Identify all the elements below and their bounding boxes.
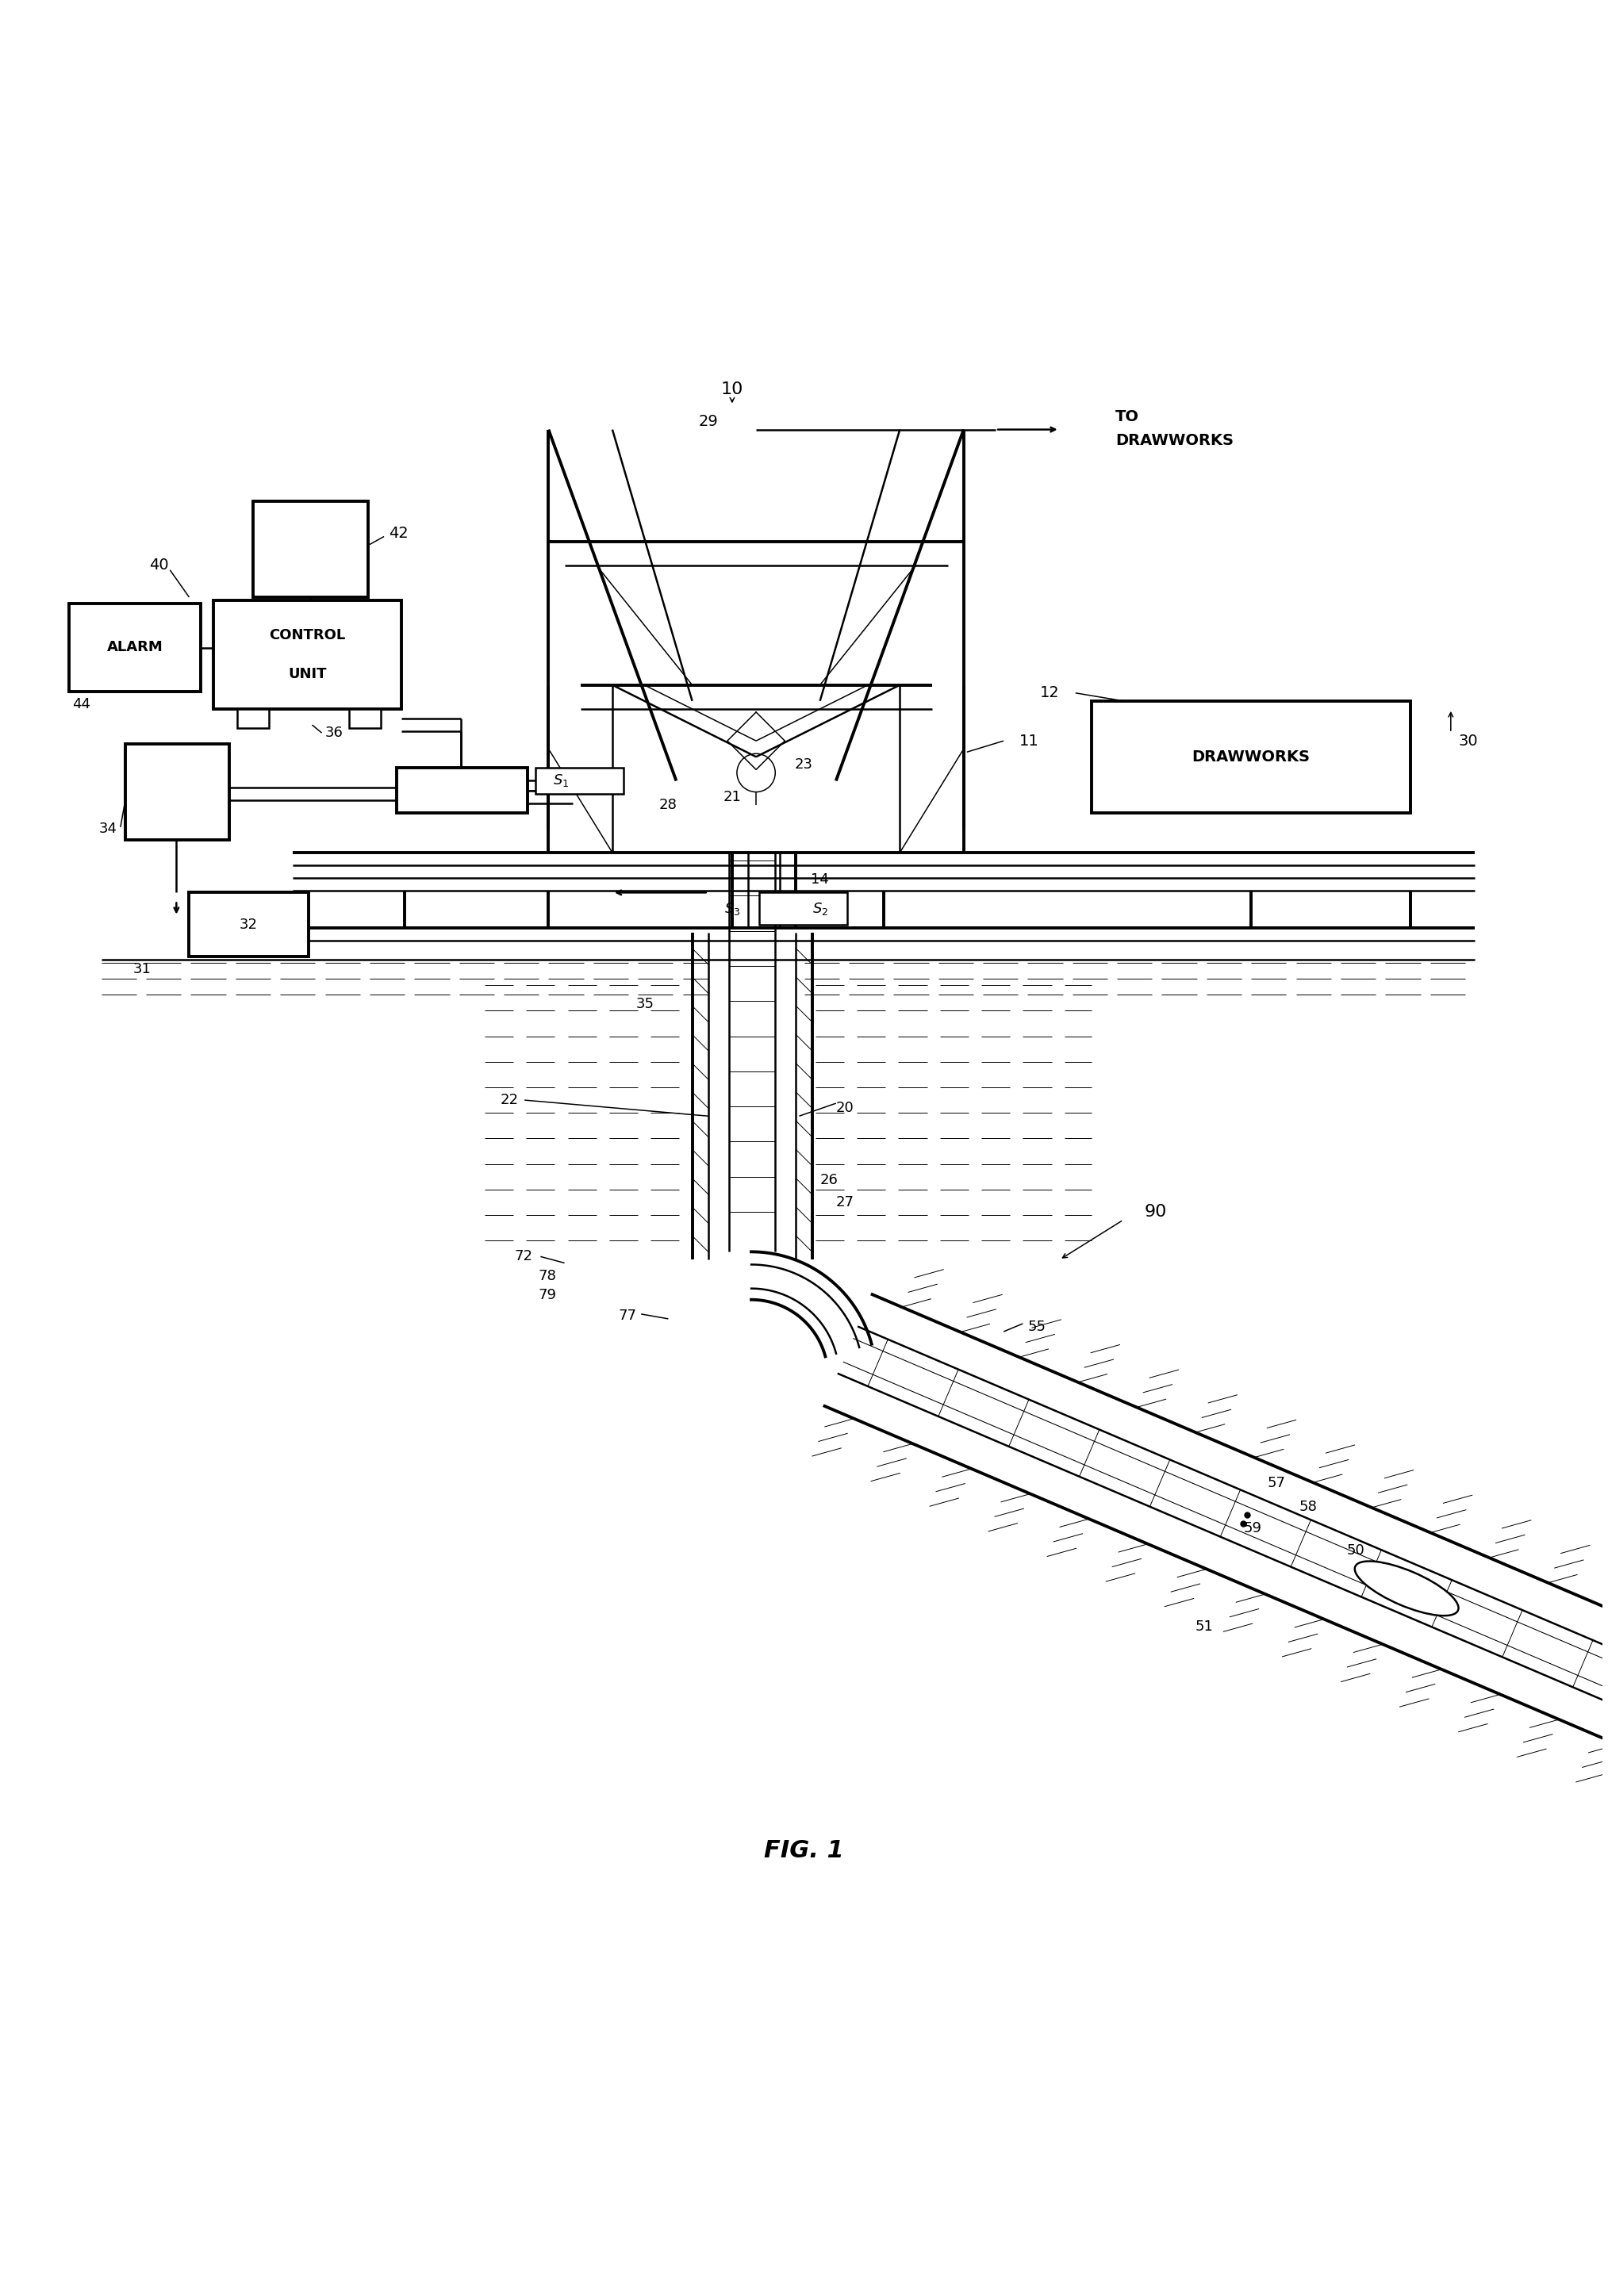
- Text: 59: 59: [1243, 1520, 1261, 1536]
- Text: 31: 31: [133, 962, 151, 976]
- Bar: [397, 769, 527, 813]
- Text: 21: 21: [724, 790, 741, 804]
- Bar: [190, 893, 309, 957]
- Text: ALARM: ALARM: [106, 641, 162, 654]
- Bar: [349, 709, 381, 728]
- Text: 57: 57: [1267, 1476, 1285, 1490]
- Text: 72: 72: [515, 1249, 532, 1263]
- Text: 77: 77: [617, 1309, 637, 1322]
- Text: 38: 38: [548, 783, 566, 797]
- Text: FIG. 1: FIG. 1: [764, 1839, 844, 1862]
- Text: 42: 42: [389, 526, 408, 542]
- Text: 78: 78: [539, 1270, 556, 1283]
- Text: 23: 23: [794, 758, 814, 771]
- Text: 27: 27: [836, 1196, 854, 1210]
- Text: 22: 22: [500, 1093, 519, 1107]
- Text: 26: 26: [820, 1173, 838, 1187]
- Text: 44: 44: [72, 698, 90, 712]
- Text: 20: 20: [836, 1102, 854, 1116]
- Bar: [252, 501, 368, 597]
- Text: 34: 34: [100, 822, 117, 836]
- Bar: [125, 744, 228, 840]
- Ellipse shape: [1356, 1561, 1458, 1616]
- Text: 35: 35: [637, 996, 654, 1013]
- Text: 32: 32: [240, 918, 257, 932]
- Text: 90: 90: [1143, 1203, 1166, 1219]
- Text: 30: 30: [1458, 732, 1478, 748]
- Text: 51: 51: [1195, 1621, 1214, 1635]
- Bar: [69, 604, 201, 691]
- Text: 29: 29: [698, 413, 719, 429]
- Text: 36: 36: [325, 726, 343, 739]
- Text: 11: 11: [1019, 732, 1039, 748]
- Bar: [214, 599, 402, 709]
- Text: DRAWWORKS: DRAWWORKS: [1116, 434, 1233, 448]
- Bar: [535, 769, 624, 794]
- Bar: [759, 893, 847, 925]
- Text: 79: 79: [539, 1288, 556, 1302]
- Bar: [236, 709, 269, 728]
- Text: $S_1$: $S_1$: [553, 774, 569, 790]
- Text: $S_2$: $S_2$: [812, 900, 828, 916]
- Text: 58: 58: [1299, 1499, 1317, 1515]
- Text: 10: 10: [720, 381, 743, 397]
- Bar: [1092, 700, 1410, 813]
- Text: 50: 50: [1348, 1543, 1365, 1557]
- Text: 12: 12: [1040, 687, 1060, 700]
- Text: 28: 28: [659, 797, 677, 813]
- Text: TO: TO: [1116, 409, 1138, 425]
- Text: CONTROL: CONTROL: [269, 629, 346, 643]
- Text: 14: 14: [810, 872, 830, 886]
- Text: $S_3$: $S_3$: [724, 900, 740, 916]
- Text: DRAWWORKS: DRAWWORKS: [1192, 748, 1311, 765]
- Text: 40: 40: [150, 558, 169, 572]
- Text: 55: 55: [1028, 1320, 1045, 1334]
- Text: UNIT: UNIT: [288, 666, 326, 682]
